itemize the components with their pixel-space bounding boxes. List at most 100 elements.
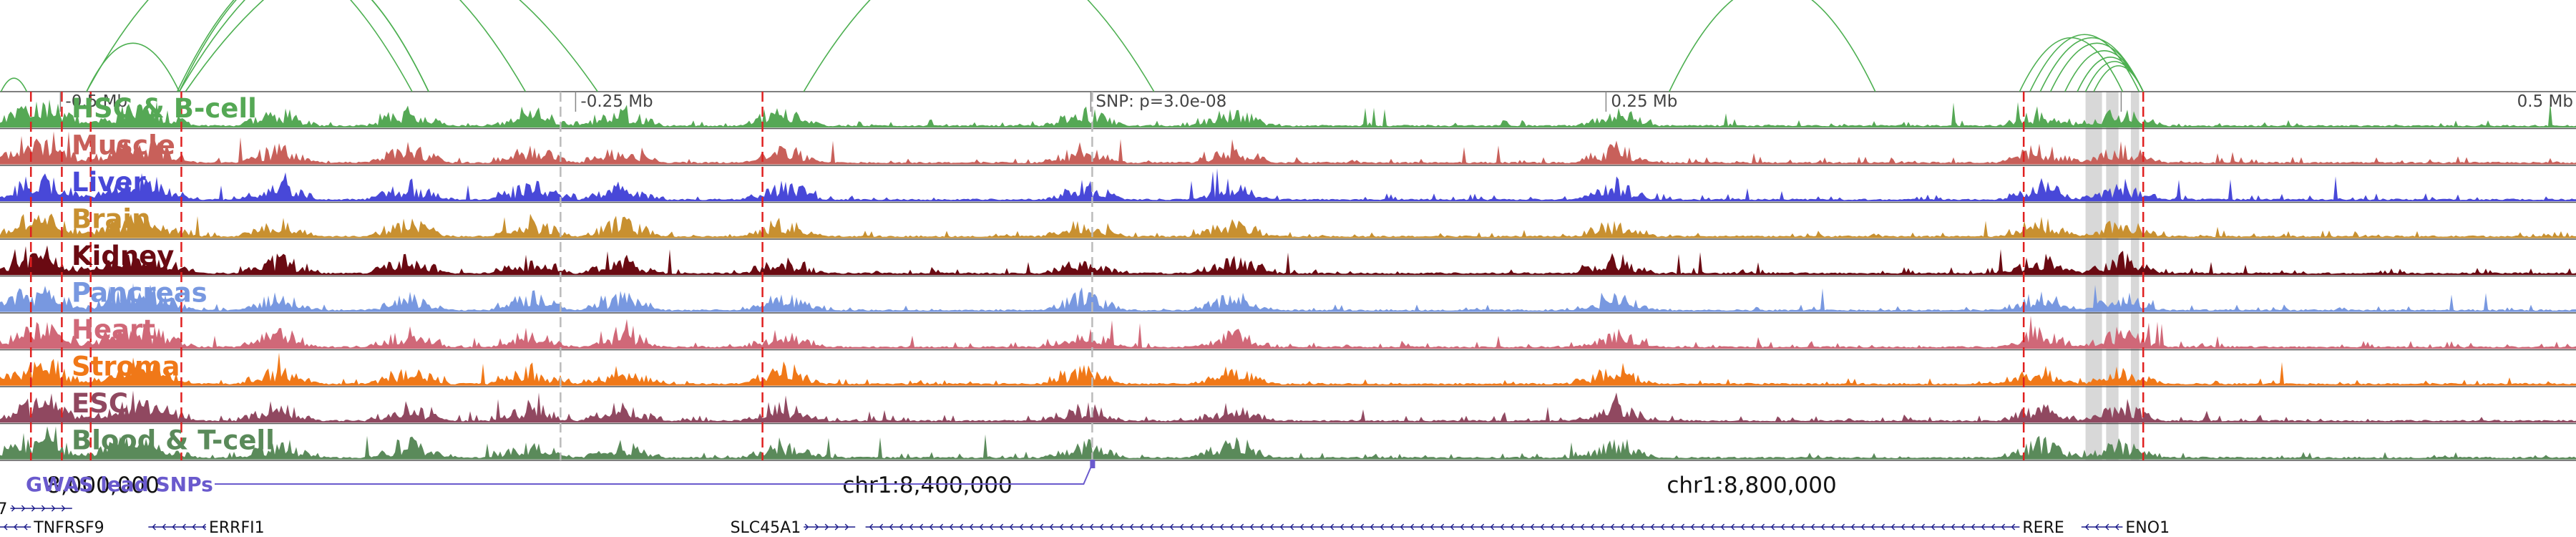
gwas-label: GWAS lead SNPs — [26, 473, 213, 496]
track-signal — [0, 283, 2576, 311]
link-arc — [2029, 34, 2140, 92]
gene-strand-arrow — [1360, 523, 1365, 531]
gene-strand-arrow — [1911, 523, 1916, 531]
track-label: Muscle — [72, 130, 175, 161]
gene-strand-arrow — [1259, 523, 1264, 531]
gene-strand-arrow — [844, 523, 849, 531]
gene-strand-arrow — [2094, 523, 2099, 531]
gene-strand-arrow — [2084, 523, 2089, 531]
link-arc — [178, 0, 527, 92]
offset-label: -0.5 Mb — [65, 92, 127, 111]
gene-strand-arrow — [1209, 523, 1214, 531]
gene-strand-arrow — [1279, 523, 1284, 531]
gene-strand-arrow — [1981, 523, 1986, 531]
gene-strand-arrow — [804, 523, 809, 531]
gene-strand-arrow — [1700, 523, 1705, 531]
gwas-connector — [215, 463, 1093, 485]
gene-strand-arrow — [939, 523, 944, 531]
gene-strand-arrow — [1440, 523, 1445, 531]
gene-strand-arrow — [1921, 523, 1926, 531]
gene-strand-arrow — [1630, 523, 1635, 531]
gene-strand-arrow — [202, 523, 206, 531]
track-label: Pancreas — [72, 278, 208, 309]
gene-label: ENO1 — [2125, 519, 2170, 537]
gene-strand-arrow — [192, 523, 196, 531]
genome-coordinate-label: chr1:8,800,000 — [1667, 473, 1836, 498]
gene-strand-arrow — [1650, 523, 1655, 531]
gene-strand-arrow — [899, 523, 904, 531]
gene-strand-arrow — [1049, 523, 1054, 531]
gene-strand-arrow — [999, 523, 1004, 531]
gene-strand-arrow — [2011, 523, 2016, 531]
gene-strand-arrow — [24, 523, 28, 531]
track-signal — [0, 390, 2576, 422]
track-label: Brain — [72, 204, 150, 235]
gene-strand-arrow — [1941, 523, 1946, 531]
gene-strand-arrow — [834, 523, 839, 531]
gene-strand-arrow — [1450, 523, 1455, 531]
track-signal — [0, 168, 2576, 201]
gene-strand-arrow — [1319, 523, 1324, 531]
gene-strand-arrow — [1710, 523, 1715, 531]
genome-axis: 8,000,000 chr1:8,400,000 chr1:8,800,000 — [47, 473, 1837, 498]
offset-label: -0.25 Mb — [580, 92, 653, 111]
gene-strand-arrow — [979, 523, 984, 531]
variant-markers — [29, 92, 2145, 460]
gene-strand-arrow — [4, 523, 8, 531]
gene-strand-arrow — [1189, 523, 1194, 531]
gene-strand-arrow — [1610, 523, 1615, 531]
track-labels: -0.5 Mb -0.25 Mb SNP: p=3.0e-08 0.25 Mb 0.5 … — [59, 92, 2573, 456]
gene-strand-arrow — [1780, 523, 1785, 531]
gene-strand-arrow — [1370, 523, 1375, 531]
gene-strand-arrow — [1640, 523, 1645, 531]
gene-strand-arrow — [1089, 523, 1094, 531]
gene-strand-arrow — [949, 523, 954, 531]
offset-label: 0.25 Mb — [1611, 92, 1677, 111]
gene-strand-arrow — [2114, 523, 2119, 531]
gene-strand-arrow — [31, 505, 36, 512]
gene-strand-arrow — [1470, 523, 1475, 531]
gene-strand-arrow — [1890, 523, 1896, 531]
chromatin-links — [0, 0, 2144, 92]
signal-tracks — [0, 91, 2576, 461]
gene-strand-arrow — [1510, 523, 1515, 531]
gene-strand-arrow — [1239, 523, 1244, 531]
gene-strand-arrow — [889, 523, 894, 531]
gene-strand-arrow — [1269, 523, 1274, 531]
link-arc — [0, 77, 28, 92]
gene-strand-arrow — [1760, 523, 1765, 531]
gene-strand-arrow — [1730, 523, 1735, 531]
link-arc — [178, 0, 429, 92]
gene-strand-arrow — [1380, 523, 1385, 531]
gene-strand-arrow — [1590, 523, 1595, 531]
track-signal — [0, 213, 2576, 238]
gene-strand-arrow — [51, 505, 56, 512]
gene-strand-arrow — [1009, 523, 1014, 531]
gene-strand-arrow — [172, 523, 176, 531]
gene-strand-arrow — [1860, 523, 1865, 531]
gene-strand-arrow — [959, 523, 964, 531]
gene-strand-arrow — [869, 523, 874, 531]
gene-strand-arrow — [1790, 523, 1795, 531]
gene-strand-arrow — [1540, 523, 1545, 531]
gene-strand-arrow — [969, 523, 974, 531]
track-label: HSC & B-cell — [72, 93, 257, 124]
gene-strand-arrow — [1289, 523, 1294, 531]
gene-strand-arrow — [929, 523, 934, 531]
gene-strand-arrow — [1720, 523, 1725, 531]
track-signal — [0, 426, 2576, 459]
track-label: Heart — [72, 314, 155, 345]
gene-strand-arrow — [1530, 523, 1535, 531]
gene-strand-arrow — [989, 523, 994, 531]
gene-strand-arrow — [1430, 523, 1435, 531]
gwas-snp-mark — [1090, 460, 1096, 468]
gene-strand-arrow — [1660, 523, 1665, 531]
gene-strand-arrow — [1199, 523, 1204, 531]
gene-strand-arrow — [1069, 523, 1074, 531]
gene-strand-arrow — [21, 505, 26, 512]
gene-strand-arrow — [1330, 523, 1335, 531]
gene-label: PARK7 — [0, 500, 7, 518]
gene-strand-arrow — [1079, 523, 1084, 531]
gene-label: SLC45A1 — [731, 519, 801, 537]
